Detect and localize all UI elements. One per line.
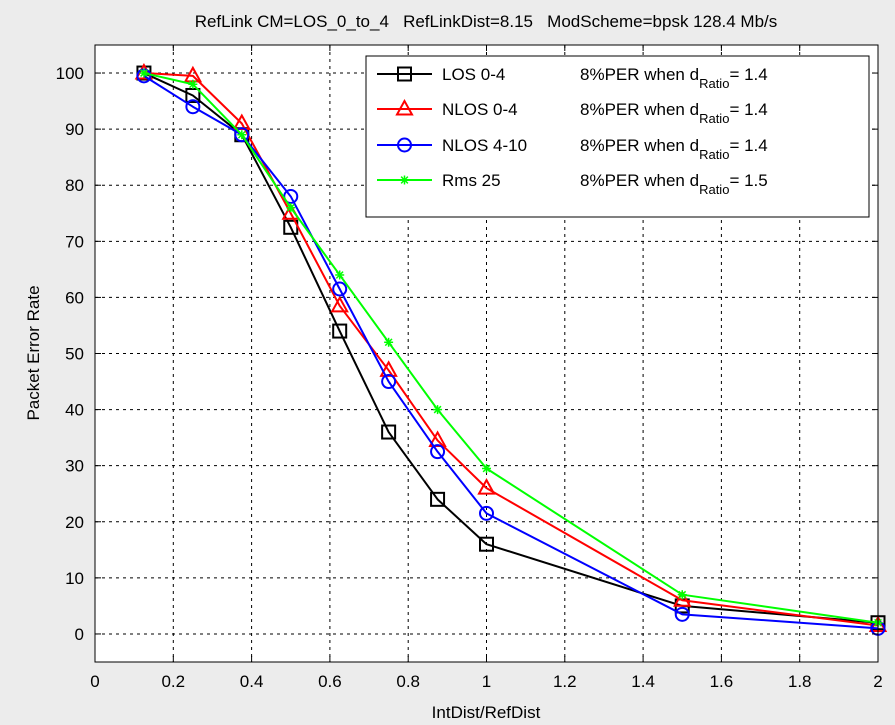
data-point-nlos-0-4	[477, 478, 496, 495]
y-tick-label: 40	[65, 401, 84, 420]
x-tick-label: 0.8	[396, 672, 420, 691]
y-tick-label: 100	[56, 64, 84, 83]
legend-entry-los-0-4: LOS 0-4 8%PER when dRatio= 1.4	[377, 65, 768, 91]
data-point-nlos-4-10	[479, 505, 494, 521]
data-point-rms-25	[286, 203, 296, 213]
x-tick-label: 1.8	[788, 672, 812, 691]
legend-swatch-marker	[400, 175, 409, 185]
series-line-los-0-4	[143, 72, 879, 624]
data-point-los-0-4	[332, 323, 348, 339]
legend-entry-rms-25: Rms 25 8%PER when dRatio= 1.5	[377, 171, 768, 197]
legend-label: Rms 25	[442, 171, 501, 190]
x-tick-label: 1.2	[553, 672, 577, 691]
data-point-rms-25	[335, 270, 345, 280]
legend-note: 8%PER when dRatio= 1.4	[580, 65, 768, 91]
legend-note-text: 8%PER when d	[580, 100, 699, 119]
legend-label: NLOS 4-10	[442, 136, 527, 155]
series-line-nlos-4-10	[143, 75, 879, 630]
x-tick-label: 1.4	[631, 672, 655, 691]
legend-note-subscript: Ratio	[699, 76, 729, 91]
data-point-nlos-4-10	[674, 606, 690, 622]
y-tick-label: 10	[65, 569, 84, 588]
x-tick-label: 2	[873, 672, 882, 691]
legend-note-subscript: Ratio	[699, 111, 729, 126]
legend-note: 8%PER when dRatio= 1.5	[580, 171, 768, 197]
legend-swatch-marker	[397, 66, 412, 82]
legend-entry-nlos-4-10: NLOS 4-10 8%PER when dRatio= 1.4	[377, 136, 768, 162]
axis-ticks: 0 0.2 0.4 0.6 0.8 1 1.2 1.4 1.6 1.8 20102030405060…	[56, 45, 883, 691]
legend-note: 8%PER when dRatio= 1.4	[580, 100, 768, 126]
series-nlos-4-10	[136, 68, 886, 636]
legend-note-subscript: Ratio	[699, 147, 729, 162]
legend-note-value: = 1.4	[729, 65, 767, 84]
legend-entry-nlos-0-4: NLOS 0-4 8%PER when dRatio= 1.4	[377, 98, 768, 126]
legend-note-text: 8%PER when d	[580, 171, 699, 190]
data-point-los-0-4	[479, 536, 494, 552]
legend-note-text: 8%PER when d	[580, 65, 699, 84]
y-tick-label: 90	[65, 120, 84, 139]
data-point-nlos-4-10	[381, 374, 397, 390]
legend-note-subscript: Ratio	[699, 182, 729, 197]
data-point-rms-25	[139, 68, 149, 78]
data-point-los-0-4	[430, 491, 446, 507]
legend-note-value: = 1.5	[729, 171, 767, 190]
y-tick-label: 30	[65, 457, 84, 476]
data-point-rms-25	[482, 463, 491, 473]
series-line-nlos-0-4	[143, 72, 879, 627]
y-axis-label: Packet Error Rate	[24, 285, 43, 420]
legend-box	[365, 55, 870, 218]
x-axis-label: IntDist/RefDist	[432, 703, 541, 722]
data-point-nlos-4-10	[430, 444, 446, 460]
y-tick-label: 80	[65, 176, 84, 195]
legend-swatch-marker	[397, 137, 412, 153]
series-line-rms-25	[143, 72, 879, 624]
legend-swatch-marker	[395, 98, 414, 116]
legend-note: 8%PER when dRatio= 1.4	[580, 136, 768, 162]
data-point-nlos-0-4	[330, 295, 349, 313]
y-tick-label: 0	[75, 625, 84, 644]
legend-note-text: 8%PER when d	[580, 136, 699, 155]
data-point-rms-25	[677, 590, 687, 600]
x-tick-label: 1.6	[710, 672, 734, 691]
legend-label: LOS 0-4	[442, 65, 505, 84]
data-point-los-0-4	[185, 87, 201, 103]
y-tick-label: 60	[65, 288, 84, 307]
x-tick-label: 0.6	[318, 672, 342, 691]
data-point-rms-25	[384, 337, 394, 347]
legend-note-value: = 1.4	[729, 136, 767, 155]
data-point-nlos-4-10	[185, 99, 201, 115]
x-tick-label: 0.4	[240, 672, 264, 691]
y-tick-label: 70	[65, 232, 84, 251]
data-point-rms-25	[188, 79, 198, 89]
data-point-rms-25	[433, 405, 443, 415]
x-tick-label: 0.2	[161, 672, 185, 691]
x-tick-label: 0	[90, 672, 99, 691]
data-point-rms-25	[237, 130, 247, 140]
y-tick-label: 20	[65, 513, 84, 532]
data-point-los-0-4	[381, 424, 397, 440]
series-layer	[134, 62, 888, 636]
x-tick-label: 1	[482, 672, 491, 691]
data-point-nlos-0-4	[673, 590, 692, 607]
y-tick-label: 50	[65, 345, 84, 364]
data-point-nlos-4-10	[332, 281, 348, 297]
legend-label: NLOS 0-4	[442, 100, 518, 119]
chart-title: RefLink CM=LOS_0_to_4 RefLinkDist=8.15 M…	[195, 12, 778, 31]
data-point-nlos-4-10	[234, 127, 250, 143]
legend-note-value: = 1.4	[729, 100, 767, 119]
